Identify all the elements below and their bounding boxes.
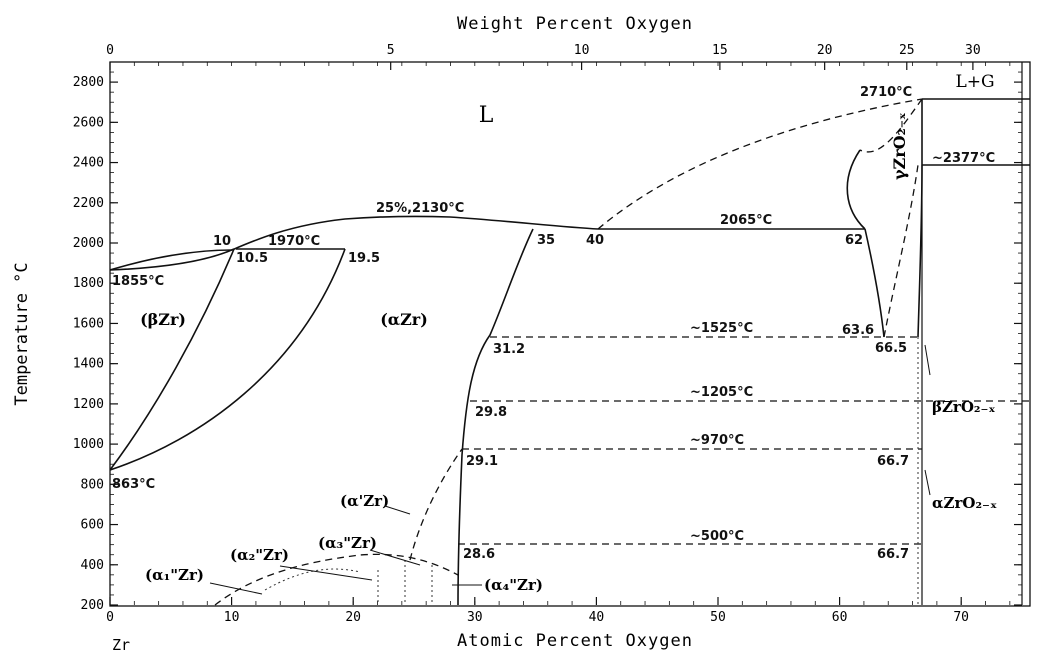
- left-tick-label: 400: [81, 558, 104, 573]
- label-liquid: L: [479, 103, 494, 128]
- label-alpha3-zr: (α₃"Zr): [318, 534, 377, 552]
- bottom-tick-label: 20: [345, 610, 361, 625]
- label-alpha-zro2: αZrO₂₋ₓ: [932, 494, 997, 512]
- bottom-tick-label: 60: [832, 610, 848, 625]
- left-tick-label: 1800: [73, 276, 104, 291]
- top-tick-label: 0: [106, 43, 114, 58]
- annotation-863: 863°C: [112, 477, 155, 492]
- top-tick-label: 15: [712, 43, 728, 58]
- label-beta-zr: (βZr): [140, 310, 186, 329]
- left-tick-label: 2800: [73, 75, 104, 90]
- annotation-c66-7b: 66.7: [877, 547, 909, 562]
- left-tick-label: 2000: [73, 236, 104, 251]
- annotation-c35: 35: [537, 233, 555, 248]
- annotation-c29-8: 29.8: [475, 405, 507, 420]
- label-alpha4-zr: (α₄"Zr): [484, 576, 543, 594]
- annotation-c29-1: 29.1: [466, 454, 498, 469]
- annotation-c62: 62: [845, 233, 863, 248]
- label-alpha-zr: (αZr): [380, 310, 428, 329]
- beta-zro2-dashed: [884, 165, 918, 337]
- left-tick-label: 1600: [73, 316, 104, 331]
- left-tick-label: 2400: [73, 156, 104, 171]
- annotation-2065: 2065°C: [720, 213, 772, 228]
- bottom-tick-label: 40: [589, 610, 605, 625]
- top-tick-label: 20: [817, 43, 833, 58]
- gamma-zro2-lower: [865, 229, 884, 337]
- liquidus-dashed: [598, 99, 922, 229]
- gamma-zro2-left: [847, 150, 865, 229]
- bottom-tick-label: 30: [467, 610, 483, 625]
- annotation-c10: 10: [213, 234, 231, 249]
- annotation-2130: 25%,2130°C: [376, 201, 464, 216]
- bottom-axis-label: Atomic Percent Oxygen: [457, 631, 693, 651]
- annotation-c66-5: 66.5: [875, 341, 907, 356]
- liquidus-beta-left: [110, 250, 232, 270]
- annotation-1525: ~1525°C: [690, 321, 753, 336]
- left-tick-label: 1000: [73, 437, 104, 452]
- annotation-1855: 1855°C: [112, 274, 164, 289]
- annotation-c66-7a: 66.7: [877, 454, 909, 469]
- top-tick-label: 30: [965, 43, 981, 58]
- axis-ticks: 0 10 20 30 40 50 60 70 0 5 10 15 20 25 30 200 400 600 800 1…: [73, 43, 1022, 625]
- left-axis-label: Temperature °C: [12, 262, 32, 405]
- annotation-c19-5: 19.5: [348, 251, 380, 266]
- left-tick-label: 600: [81, 518, 104, 533]
- top-tick-label: 10: [574, 43, 590, 58]
- annotation-970: ~970°C: [690, 433, 744, 448]
- annotation-c31-2: 31.2: [493, 342, 525, 357]
- annotation-1970: 1970°C: [268, 234, 320, 249]
- annotation-c28-6: 28.6: [463, 547, 495, 562]
- bottom-tick-label: 10: [224, 610, 240, 625]
- annotation-c10-5: 10.5: [236, 251, 268, 266]
- top-axis-label: Weight Percent Oxygen: [457, 14, 693, 34]
- top-tick-label: 5: [387, 43, 395, 58]
- label-alpha2-zr: (α₂"Zr): [230, 546, 289, 564]
- bottom-tick-label: 50: [710, 610, 726, 625]
- label-gamma-zro2: γZrO₂₋ₓ: [890, 112, 909, 180]
- label-beta-zro2: βZrO₂₋ₓ: [932, 398, 996, 416]
- left-tick-label: 2600: [73, 115, 104, 130]
- alpha-prime-dashed: [410, 449, 462, 560]
- left-tick-label: 1200: [73, 397, 104, 412]
- annotation-c40: 40: [586, 233, 604, 248]
- annotation-2710: 2710°C: [860, 85, 912, 100]
- label-liquid-gas: L+G: [955, 72, 994, 92]
- left-tick-label: 800: [81, 477, 104, 492]
- annotation-c63-6: 63.6: [842, 323, 874, 338]
- leader-lines: [210, 345, 930, 594]
- label-alpha-prime-zr: (α'Zr): [340, 492, 389, 510]
- annotation-2377: ~2377°C: [932, 151, 995, 166]
- left-tick-label: 200: [81, 598, 104, 613]
- bottom-tick-label: 70: [953, 610, 969, 625]
- solidus-beta: [110, 249, 234, 270]
- top-tick-label: 25: [899, 43, 915, 58]
- left-tick-label: 1400: [73, 357, 104, 372]
- bottom-tick-label: 0: [106, 610, 114, 625]
- annotation-1205: ~1205°C: [690, 385, 753, 400]
- left-tick-label: 2200: [73, 196, 104, 211]
- zr-element-label: Zr: [112, 636, 130, 653]
- label-alpha1-zr: (α₁"Zr): [145, 566, 204, 584]
- annotation-500: ~500°C: [690, 529, 744, 544]
- annotations: 2710°C ~2377°C 25%,2130°C 2065°C 1970°C …: [112, 85, 995, 562]
